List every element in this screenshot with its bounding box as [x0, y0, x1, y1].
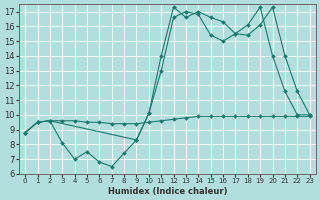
X-axis label: Humidex (Indice chaleur): Humidex (Indice chaleur): [108, 187, 227, 196]
